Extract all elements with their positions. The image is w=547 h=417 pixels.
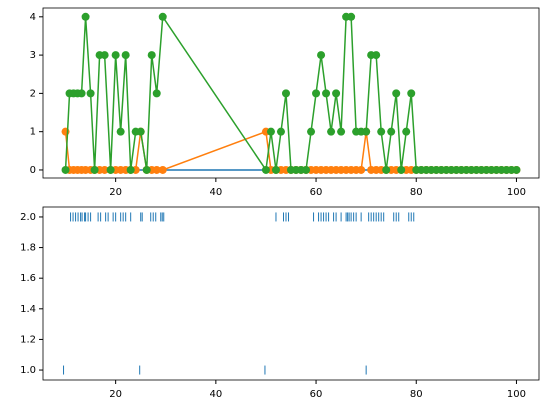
marker — [152, 165, 161, 174]
marker — [392, 89, 401, 98]
marker — [77, 89, 86, 98]
marker — [322, 89, 331, 98]
x-tick-label: 60 — [310, 187, 323, 198]
marker — [266, 127, 275, 136]
marker — [302, 165, 311, 174]
marker — [402, 127, 411, 136]
x-tick-label: 40 — [209, 389, 222, 400]
marker — [512, 165, 521, 174]
marker — [142, 165, 151, 174]
x-tick-label: 100 — [507, 389, 526, 400]
marker — [158, 165, 167, 174]
axes-frame — [42, 7, 540, 179]
marker — [116, 127, 125, 136]
x-tick-label: 20 — [109, 389, 122, 400]
marker — [90, 165, 99, 174]
x-tick-label: 80 — [410, 187, 423, 198]
marker — [327, 127, 336, 136]
y-tick-label: 1.2 — [20, 334, 36, 345]
y-tick-label: 1.4 — [20, 304, 36, 315]
y-tick-label: 2.0 — [20, 212, 36, 223]
marker — [337, 127, 346, 136]
marker — [111, 51, 120, 60]
y-tick-label: 1 — [30, 127, 36, 138]
y-tick-label: 4 — [30, 12, 36, 23]
x-tick-label: 60 — [310, 389, 323, 400]
marker — [281, 89, 290, 98]
marker — [362, 127, 371, 136]
marker — [106, 165, 115, 174]
marker — [357, 165, 366, 174]
marker — [372, 51, 381, 60]
marker — [317, 51, 326, 60]
x-tick-label: 40 — [209, 187, 222, 198]
marker — [100, 51, 109, 60]
y-tick-label: 3 — [30, 50, 36, 61]
marker — [407, 89, 416, 98]
marker — [387, 127, 396, 136]
marker — [86, 89, 95, 98]
marker — [382, 165, 391, 174]
marker — [397, 165, 406, 174]
x-tick-label: 20 — [109, 187, 122, 198]
y-tick-label: 2 — [30, 88, 36, 99]
axes-frame — [42, 206, 540, 381]
marker — [152, 89, 161, 98]
x-tick-label: 80 — [410, 389, 423, 400]
y-tick-label: 1.0 — [20, 365, 36, 376]
y-tick-label: 0 — [30, 165, 36, 176]
y-tick-label: 1.6 — [20, 273, 36, 284]
marker — [100, 165, 109, 174]
marker — [276, 127, 285, 136]
marker — [61, 165, 70, 174]
marker — [332, 89, 341, 98]
marker — [81, 12, 90, 21]
marker — [377, 127, 386, 136]
marker — [347, 12, 356, 21]
marker — [261, 165, 270, 174]
marker — [136, 127, 145, 136]
marker — [271, 165, 280, 174]
marker — [312, 89, 321, 98]
marker — [121, 51, 130, 60]
x-tick-label: 100 — [507, 187, 526, 198]
marker — [126, 165, 135, 174]
y-tick-label: 1.8 — [20, 243, 36, 254]
marker — [147, 51, 156, 60]
line — [64, 14, 517, 173]
marker — [307, 127, 316, 136]
marker — [158, 12, 167, 21]
